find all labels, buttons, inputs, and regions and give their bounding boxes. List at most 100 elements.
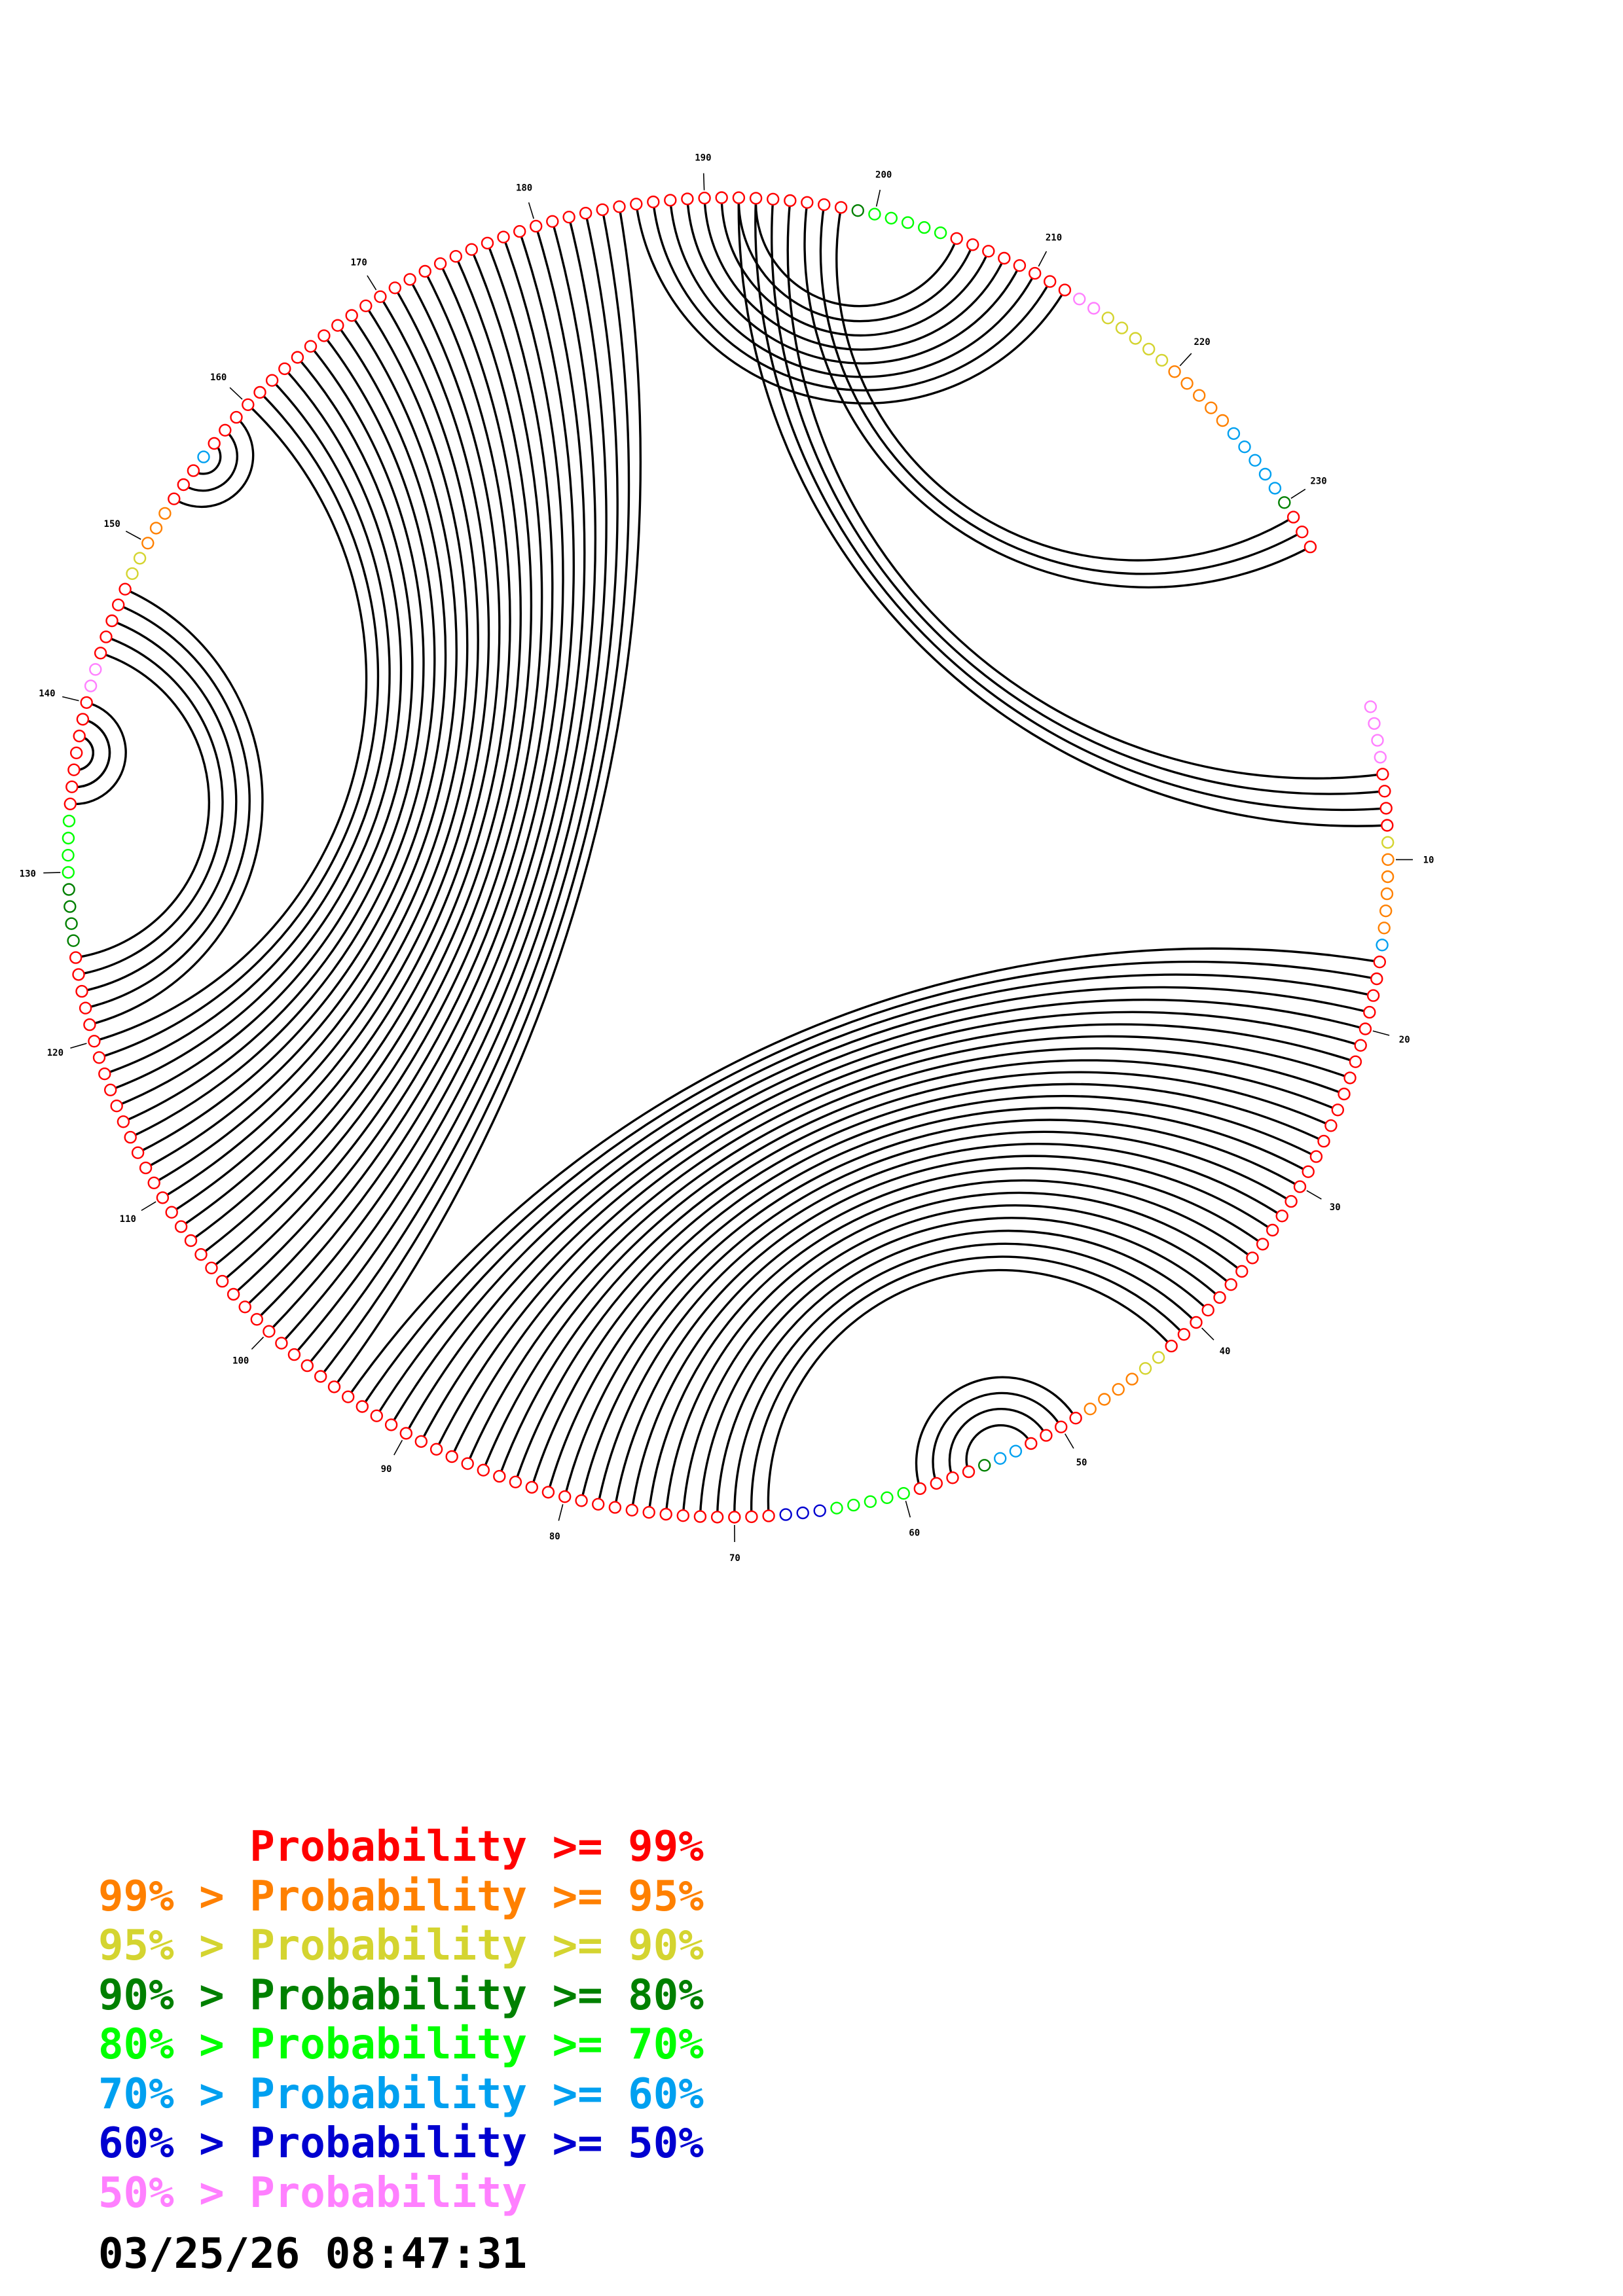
- nucleotide-34: [1256, 1238, 1269, 1251]
- nucleotide-199: [851, 204, 865, 217]
- base-pair-arc-8-192: [737, 198, 1387, 827]
- nucleotide-157: [208, 437, 221, 450]
- legend-middle-text: Probability: [249, 1922, 528, 1970]
- nucleotide-66: [796, 1506, 809, 1520]
- nucleotide-29: [1302, 1165, 1315, 1178]
- nucleotide-110: [156, 1191, 170, 1204]
- nucleotide-132: [62, 831, 75, 845]
- tick-line-40: [1201, 1327, 1214, 1340]
- nucleotide-183: [579, 207, 593, 220]
- nucleotide-83: [509, 1475, 522, 1489]
- base-pair-arc-108-172: [180, 279, 501, 1228]
- base-pair-arc-153-159: [173, 416, 255, 509]
- nucleotide-18: [1366, 989, 1380, 1002]
- nucleotide-128: [64, 900, 77, 913]
- nucleotide-32: [1275, 1210, 1288, 1223]
- base-pair-arc-19-91: [390, 986, 1370, 1426]
- base-pair-arc-25-85: [482, 1059, 1338, 1471]
- nucleotide-150: [141, 537, 155, 550]
- legend-row-4: 80% > Probability >= 70%: [98, 2020, 704, 2070]
- nucleotide-26: [1324, 1119, 1338, 1132]
- nucleotide-41: [1177, 1328, 1191, 1341]
- nucleotide-63: [847, 1498, 860, 1512]
- nucleotide-142: [89, 663, 102, 676]
- nucleotide-117: [103, 1083, 117, 1097]
- nucleotide-1: [1364, 700, 1377, 713]
- base-pair-arc-26-84: [498, 1071, 1332, 1477]
- tick-line-180: [528, 202, 534, 219]
- nucleotide-94: [342, 1390, 355, 1403]
- base-pair-arc-196-233: [803, 202, 1311, 589]
- base-pair-arc-33-77: [613, 1155, 1273, 1508]
- nucleotide-231: [1286, 511, 1300, 524]
- nucleotide-155: [187, 464, 200, 477]
- nucleotide-12: [1380, 887, 1394, 901]
- nucleotide-158: [219, 423, 232, 437]
- base-pair-arc-106-174: [200, 263, 522, 1256]
- base-pair-arc-97-183: [306, 213, 619, 1367]
- nucleotide-48: [1084, 1402, 1097, 1416]
- legend-right-text: >= 95%: [527, 1872, 704, 1921]
- nucleotide-105: [205, 1261, 218, 1275]
- position-label-220: 220: [1194, 337, 1210, 348]
- base-pair-arcs: [70, 197, 1387, 1518]
- nucleotide-5: [1376, 768, 1389, 781]
- nucleotide-59: [913, 1482, 927, 1496]
- nucleotide-222: [1192, 389, 1206, 402]
- position-label-110: 110: [120, 1214, 136, 1225]
- base-pair-arc-104-176: [221, 249, 543, 1282]
- nucleotide-137: [69, 746, 83, 760]
- position-label-30: 30: [1330, 1202, 1341, 1213]
- nucleotide-10: [1381, 853, 1395, 867]
- nucleotide-84: [493, 1469, 506, 1483]
- nucleotide-9: [1381, 836, 1395, 849]
- nucleotide-121: [83, 1018, 96, 1031]
- nucleotide-88: [429, 1443, 443, 1456]
- base-pair-arc-121-147: [89, 588, 264, 1026]
- nucleotide-219: [1155, 353, 1169, 367]
- legend-row-2: 95% > Probability >= 90%: [98, 1922, 704, 1971]
- nucleotide-226: [1238, 440, 1251, 454]
- nucleotide-186: [630, 198, 643, 211]
- nucleotide-120: [88, 1035, 101, 1048]
- nucleotide-217: [1129, 332, 1142, 345]
- legend-middle-text: Probability: [249, 1823, 528, 1871]
- nucleotide-58: [930, 1477, 943, 1490]
- nucleotide-6: [1378, 785, 1391, 798]
- nucleotide-125: [69, 951, 82, 964]
- nucleotide-73: [676, 1509, 690, 1522]
- nucleotide-189: [681, 192, 694, 206]
- nucleotide-113: [131, 1146, 145, 1159]
- nucleotide-65: [813, 1504, 826, 1517]
- nucleotide-151: [149, 522, 163, 535]
- base-pair-arc-107-173: [190, 270, 511, 1242]
- nucleotide-209: [1013, 259, 1027, 272]
- base-pair-arc-27-83: [514, 1083, 1324, 1482]
- nucleotide-152: [158, 507, 172, 520]
- nucleotide-196: [801, 196, 814, 209]
- nucleotide-33: [1266, 1223, 1279, 1237]
- position-label-180: 180: [516, 183, 532, 193]
- base-pair-arc-23-87: [450, 1035, 1351, 1458]
- legend-right-text: >= 99%: [527, 1823, 704, 1871]
- base-pair-arc-100-180: [268, 226, 586, 1333]
- nucleotide-122: [79, 1001, 92, 1014]
- base-pair-arc-32-78: [597, 1143, 1283, 1505]
- nucleotide-56: [962, 1465, 976, 1479]
- nucleotide-103: [227, 1287, 240, 1301]
- tick-line-120: [70, 1043, 87, 1049]
- nucleotide-225: [1227, 427, 1241, 440]
- nucleotide-136: [67, 763, 81, 776]
- position-label-70: 70: [729, 1553, 740, 1564]
- nucleotide-104: [215, 1274, 229, 1288]
- base-pair-arc-30-80: [564, 1119, 1301, 1498]
- nucleotide-81: [541, 1486, 555, 1499]
- legend-left-text: 50% >: [98, 2168, 250, 2217]
- nucleotide-111: [147, 1176, 160, 1190]
- nucleotide-93: [356, 1400, 369, 1413]
- base-pair-arc-113-167: [137, 325, 447, 1154]
- nucleotide-75: [642, 1505, 655, 1519]
- base-pair-arc-120-160: [94, 404, 368, 1043]
- nucleotide-44: [1139, 1362, 1152, 1375]
- nucleotide-163: [278, 362, 291, 376]
